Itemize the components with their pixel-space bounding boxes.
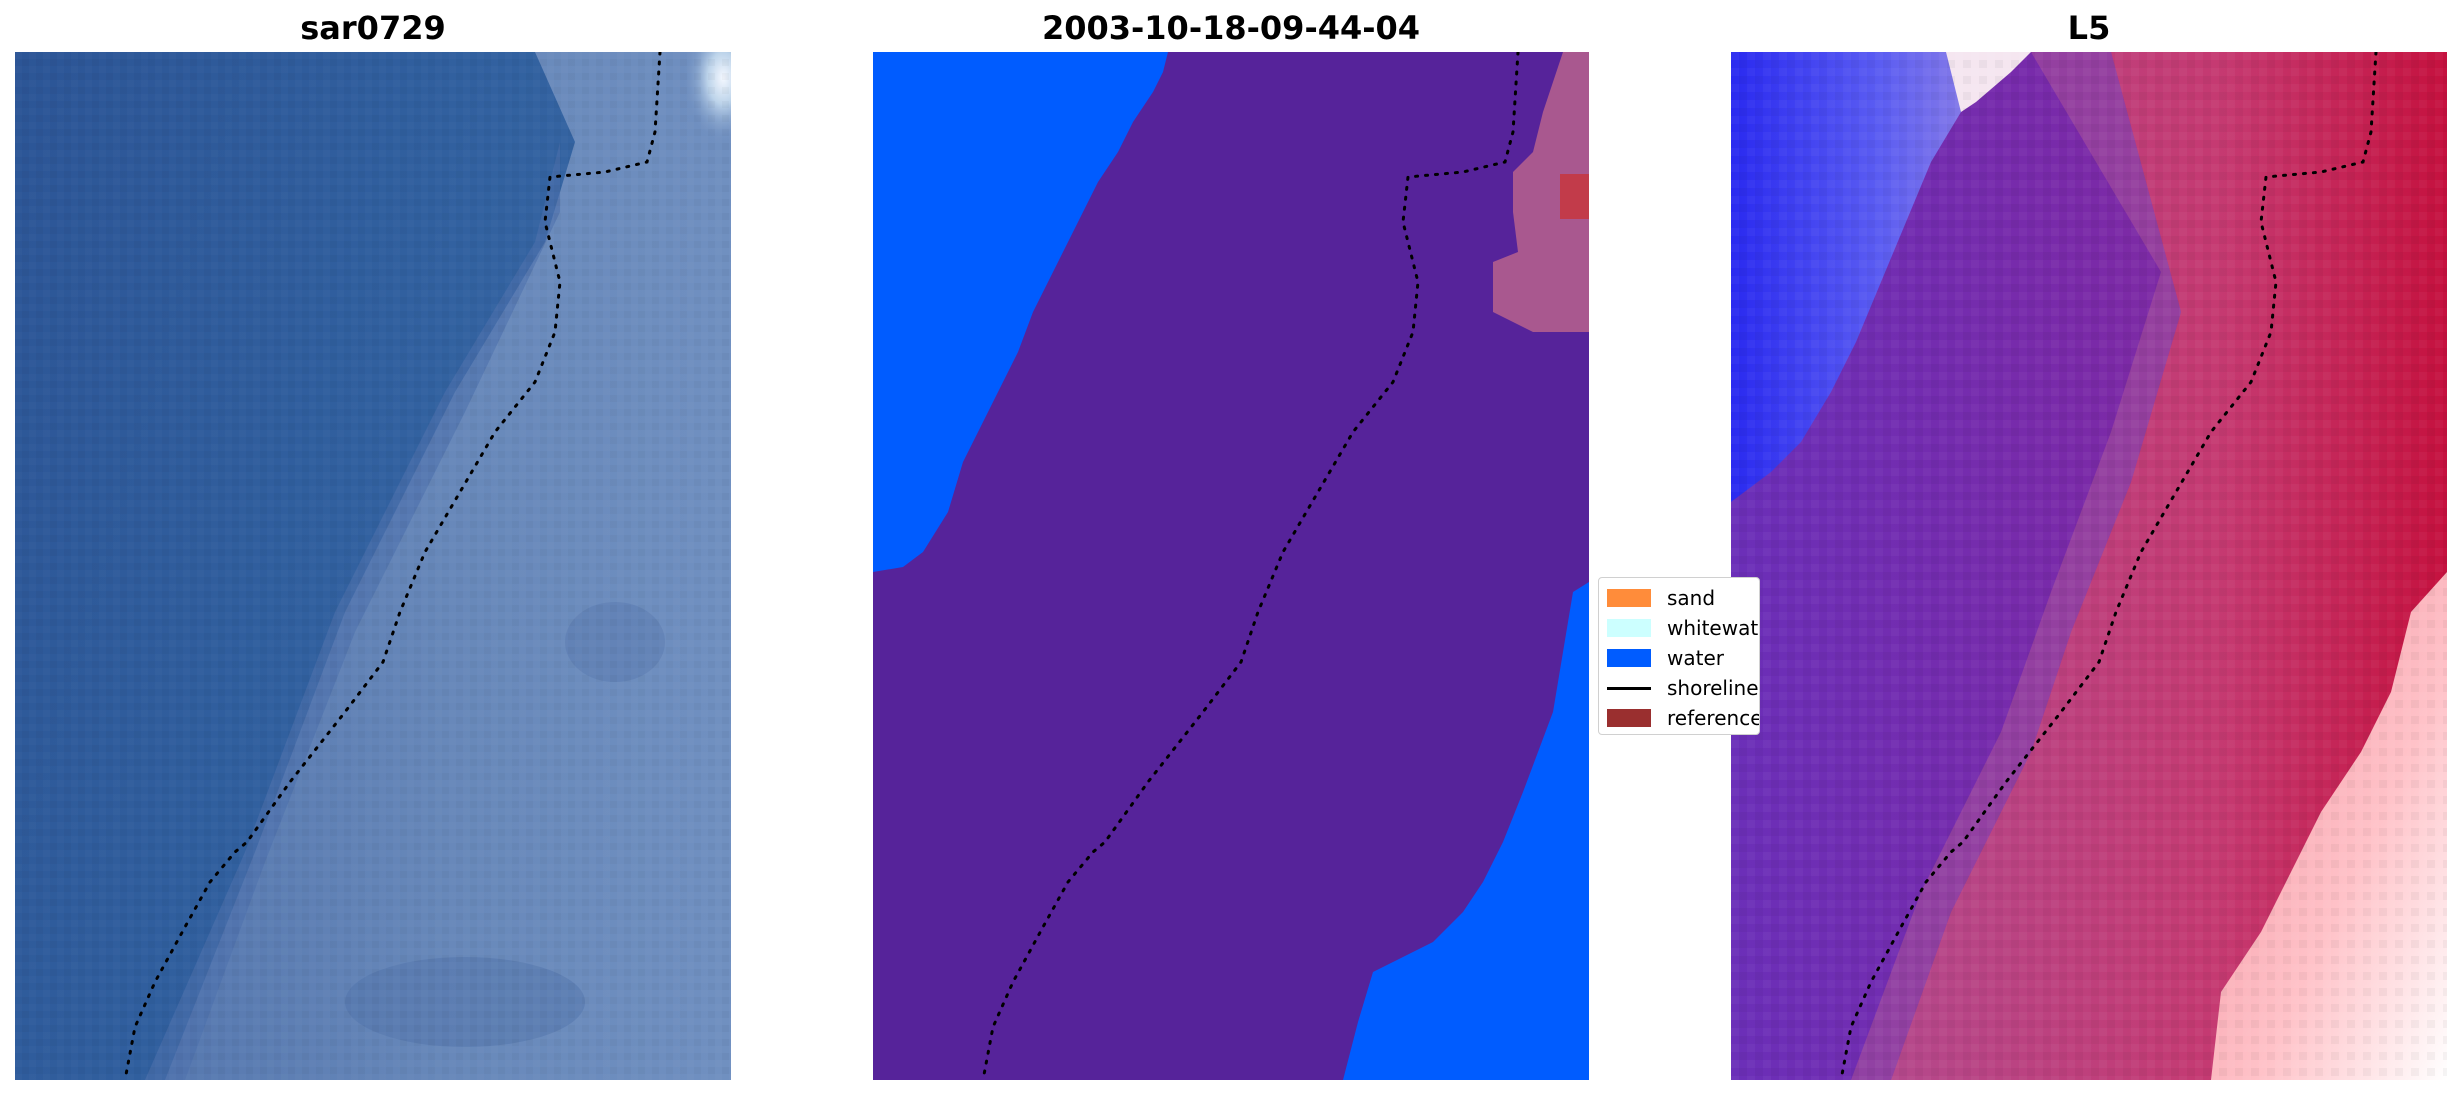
shoreline-trace [123, 52, 662, 1080]
legend-line-shoreline [1607, 686, 1651, 690]
classification-panel [873, 52, 1589, 1080]
legend-item-sand: sand [1607, 586, 1759, 610]
rgb-image [15, 52, 731, 1080]
legend-label: sand [1667, 586, 1716, 610]
legend-item-shoreline: shoreline [1607, 676, 1759, 700]
legend-label: water [1667, 646, 1724, 670]
shoreline-trace-index [1839, 52, 2378, 1080]
reference-patch [1560, 174, 1589, 219]
shoreline-trace-class [981, 52, 1520, 1080]
legend-item-whitewater: whitewater [1607, 616, 1759, 640]
panel-title-index: L5 [2067, 9, 2111, 47]
sand-patch [1493, 52, 1589, 332]
legend-item-reference: reference [1607, 706, 1760, 730]
legend-label: whitewater [1667, 616, 1759, 640]
legend-swatch-reference [1607, 709, 1651, 727]
panel-title-classification: 2003-10-18-09-44-04 [1041, 9, 1421, 47]
class-legend: sand whitewater water shoreline referenc… [1598, 577, 1760, 735]
legend-swatch-whitewater [1607, 619, 1651, 637]
index-panel [1731, 52, 2447, 1080]
legend-swatch-water [1607, 649, 1651, 667]
legend-label: shoreline [1667, 676, 1759, 700]
legend-label: reference [1667, 706, 1760, 730]
rgb-image-panel [15, 52, 731, 1080]
panel-title-rgb: sar0729 [300, 9, 446, 47]
index-image [1731, 52, 2447, 1080]
legend-swatch-sand [1607, 589, 1651, 607]
water-region-left [873, 52, 1168, 572]
classification-image [873, 52, 1589, 1080]
water-region-right [1343, 582, 1589, 1080]
legend-item-water: water [1607, 646, 1759, 670]
